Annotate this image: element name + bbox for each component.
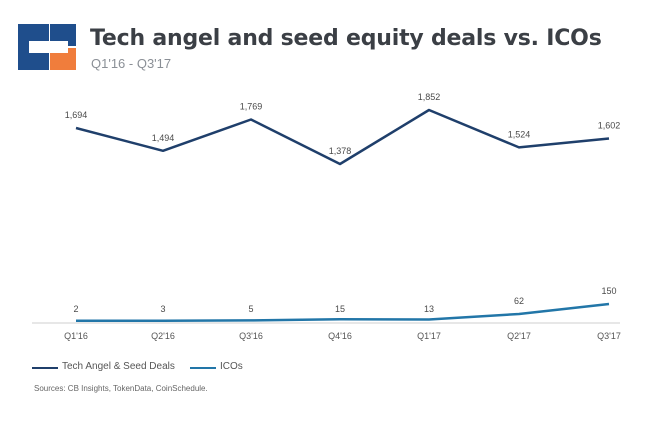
chart-header: Tech angel and seed equity deals vs. ICO…: [18, 20, 638, 72]
icos-data-label: 150: [601, 286, 616, 296]
x-tick-label: Q3'17: [597, 331, 621, 341]
deals-data-label: 1,769: [240, 101, 263, 111]
x-tick-label: Q4'16: [328, 331, 352, 341]
deals-data-label: 1,694: [65, 110, 88, 120]
deals-data-label: 1,602: [598, 120, 621, 130]
x-tick-label: Q3'16: [239, 331, 263, 341]
chart-subtitle: Q1'16 - Q3'17: [91, 56, 172, 71]
cb-insights-logo-icon: [18, 24, 76, 70]
series-icos: 2 3 5 15 13 62 150: [73, 286, 617, 323]
deals-line: [75, 108, 610, 166]
deals-data-label: 1,494: [152, 133, 175, 143]
deals-data-label: 1,524: [508, 129, 531, 139]
icos-data-label: 5: [248, 304, 253, 314]
chart-title: Tech angel and seed equity deals vs. ICO…: [90, 26, 602, 51]
deals-data-label: 1,852: [418, 92, 441, 102]
deals-data-label: 1,378: [329, 146, 352, 156]
x-axis-tick-labels: Q1'16 Q2'16 Q3'16 Q4'16 Q1'17 Q2'17 Q3'17: [64, 331, 621, 341]
x-tick-label: Q1'16: [64, 331, 88, 341]
x-tick-label: Q2'16: [151, 331, 175, 341]
icos-data-label: 2: [73, 304, 78, 314]
legend-label-deals: Tech Angel & Seed Deals: [62, 361, 175, 372]
x-tick-label: Q2'17: [507, 331, 531, 341]
icos-data-label: 3: [160, 304, 165, 314]
series-tech-angel-seed-deals: 1,694 1,494 1,769 1,378 1,852 1,524 1,602: [65, 92, 621, 166]
icos-data-label: 15: [335, 304, 345, 314]
icos-data-label: 13: [424, 304, 434, 314]
legend-swatch-deals: [32, 367, 58, 369]
icos-line: [75, 302, 610, 323]
legend-swatch-icos: [190, 367, 216, 369]
source-note: Sources: CB Insights, TokenData, CoinSch…: [34, 384, 208, 393]
line-chart: Q1'16 Q2'16 Q3'16 Q4'16 Q1'17 Q2'17 Q3'17 1,69…: [32, 92, 621, 341]
x-tick-label: Q1'17: [417, 331, 441, 341]
icos-data-label: 62: [514, 296, 524, 306]
legend-label-icos: ICOs: [220, 361, 243, 372]
